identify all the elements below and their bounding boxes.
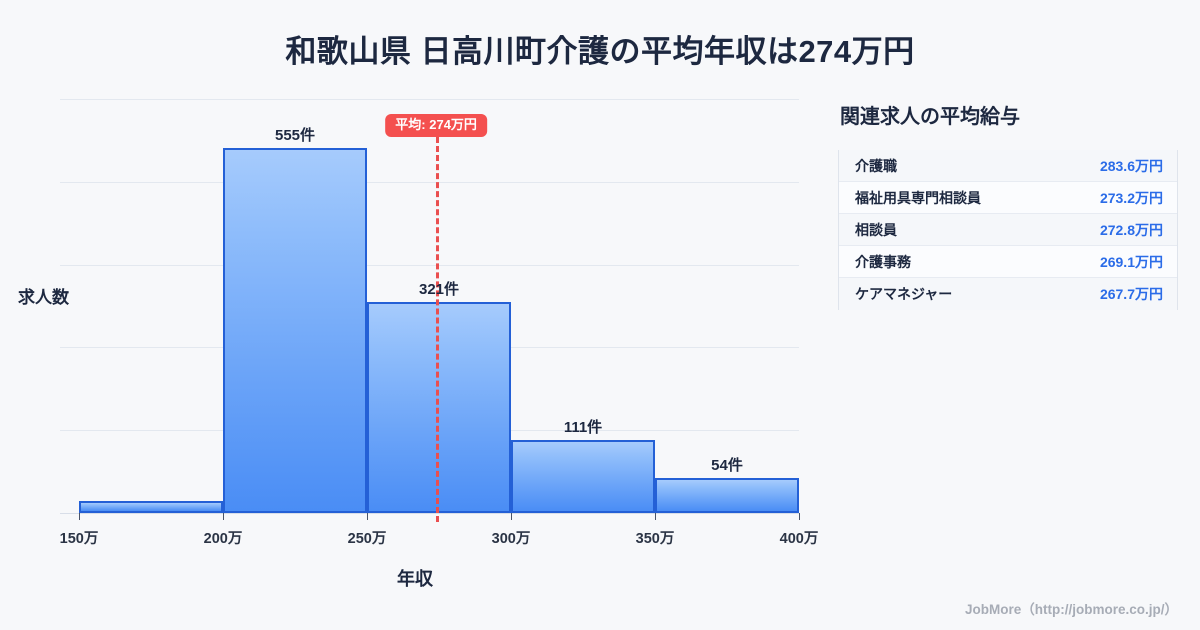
x-axis-tick-label: 150万 [59,531,99,547]
bar [655,477,799,513]
y-axis-title: 求人数 [18,288,69,307]
bar [223,148,367,513]
x-axis-tick [79,513,80,520]
table-row[interactable]: 介護職 283.6万円 [839,150,1177,182]
salary-role: 介護事務 [855,253,911,270]
gridline [60,99,799,100]
x-axis-tick [655,513,656,520]
x-axis-tick [511,513,512,520]
salary-role: 福祉用具専門相談員 [855,189,981,206]
x-axis-tick-label: 400万 [779,531,819,547]
bar-value-label: 111件 [563,419,603,437]
page-title: 和歌山県 日高川町介護の平均年収は274万円 [285,34,915,69]
bar [511,440,655,513]
x-axis-title: 年収 [397,569,433,589]
x-axis-tick [367,513,368,520]
salary-table: 介護職 283.6万円福祉用具専門相談員 273.2万円相談員 272.8万円介護事務… [838,150,1178,310]
x-axis-tick-label: 200万 [203,531,243,547]
x-axis-tick-label: 350万 [635,531,675,547]
bar-value-label: 54件 [711,456,743,474]
salary-value: 283.6万円 [1099,157,1163,174]
histogram-chart: 求人数 平均: 274万円 555件 321件 111件 54件 150万 200万 25… [0,90,830,610]
gridline [60,182,799,183]
x-axis-tick-label: 300万 [491,531,531,547]
salary-value: 267.7万円 [1099,286,1163,302]
x-axis-tick [223,513,224,520]
salary-value: 269.1万円 [1099,253,1163,270]
salary-value: 273.2万円 [1099,189,1163,206]
x-axis-tick-label: 250万 [347,531,387,547]
salary-role: 介護職 [855,157,897,174]
bar [79,501,223,513]
salary-role: 相談員 [855,221,897,238]
average-line [436,137,440,522]
salary-value: 272.8万円 [1099,221,1163,238]
plot-area: 平均: 274万円 [60,99,800,522]
bar-value-label: 321件 [418,281,460,299]
related-salary-title: 関連求人の平均給与 [840,106,1020,128]
x-axis-baseline [60,513,799,514]
average-badge: 平均: 274万円 [385,114,487,137]
table-row[interactable]: ケアマネジャー 267.7万円 [839,278,1177,310]
bar-value-label: 555件 [274,127,316,145]
x-axis-tick [799,513,800,520]
salary-role: ケアマネジャー [855,286,953,302]
table-row[interactable]: 介護事務 269.1万円 [839,246,1177,278]
gridline [60,265,799,266]
related-salary-panel: 関連求人の平均給与 介護職 283.6万円福祉用具専門相談員 273.2万円相談員 2… [838,100,1178,310]
table-row[interactable]: 福祉用具専門相談員 273.2万円 [839,182,1177,214]
footer-attribution: JobMore（http://jobmore.co.jp/） [965,602,1178,617]
table-row[interactable]: 相談員 272.8万円 [839,214,1177,246]
